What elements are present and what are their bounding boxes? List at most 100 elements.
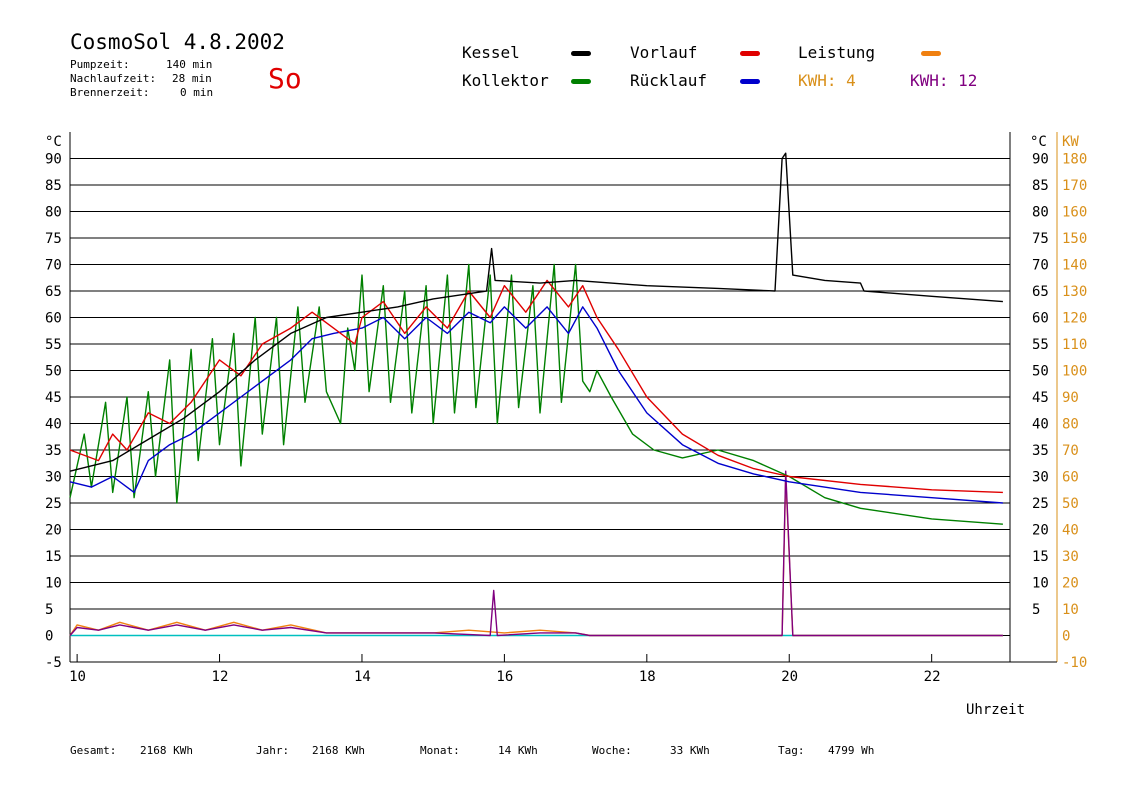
y-tick-left: 25 <box>45 496 62 512</box>
y-tick-right-kw: 170 <box>1062 178 1087 194</box>
y-tick-right-kw: 150 <box>1062 231 1087 247</box>
legend-kollektor-swatch <box>571 79 591 84</box>
y-tick-right-kw: 50 <box>1062 496 1079 512</box>
y-tick-left: 75 <box>45 231 62 247</box>
x-tick-label: 14 <box>354 669 371 685</box>
y-tick-right-kw: 110 <box>1062 337 1087 353</box>
legend-vorlauf-label: Vorlauf <box>630 43 698 62</box>
chart-series <box>69 152 1003 637</box>
y-tick-right-c: 70 <box>1032 258 1049 274</box>
chart-axes <box>69 132 1058 663</box>
y-tick-right-kw: 160 <box>1062 205 1087 221</box>
y-tick-left: 30 <box>45 470 62 486</box>
y-tick-left: 50 <box>45 364 62 380</box>
stat-brennerzeit-value: 0 min <box>180 86 214 99</box>
legend-kessel-swatch <box>571 51 591 56</box>
y-tick-left: 65 <box>45 284 62 300</box>
footer-woche-label: Woche: <box>592 744 632 757</box>
footer-jahr-label: Jahr: <box>256 744 290 757</box>
y-tick-right-kw: -10 <box>1062 655 1087 671</box>
y-tick-left: 45 <box>45 390 62 406</box>
y-tick-right-kw: 30 <box>1062 549 1079 565</box>
series-line-series-5 <box>69 470 1003 637</box>
y-tick-right-kw: 20 <box>1062 576 1079 592</box>
y-tick-right-kw: 0 <box>1062 629 1070 645</box>
y-tick-right-c: 85 <box>1032 178 1049 194</box>
y-tick-right-c: 65 <box>1032 284 1049 300</box>
legend-kwh-orange: KWH: 4 <box>798 71 856 90</box>
y-tick-right-c: 5 <box>1032 602 1040 618</box>
y-tick-left: 35 <box>45 443 62 459</box>
y-tick-right-c: 80 <box>1032 205 1049 221</box>
y-tick-right-kw: 10 <box>1062 602 1079 618</box>
series-line-kessel <box>69 152 1003 472</box>
y-tick-left: 15 <box>45 549 62 565</box>
y-tick-left: 40 <box>45 417 62 433</box>
stat-brennerzeit-label: Brennerzeit: <box>70 86 150 99</box>
y-tick-left: 80 <box>45 205 62 221</box>
y-tick-left: 60 <box>45 311 62 327</box>
y-tick-right-c: 90 <box>1032 152 1049 168</box>
series-line-kollektor <box>69 263 1003 525</box>
y-tick-right-kw: 60 <box>1062 470 1079 486</box>
y-axis-right-unit-c: °C <box>1030 134 1047 150</box>
y-tick-right-c: 45 <box>1032 390 1049 406</box>
y-tick-left: 20 <box>45 523 62 539</box>
y-axis-right-unit-kw: KW <box>1062 134 1079 150</box>
legend-ruecklauf-swatch <box>740 79 760 84</box>
y-tick-right-c: 55 <box>1032 337 1049 353</box>
stat-pumpzeit-label: Pumpzeit: <box>70 58 130 71</box>
y-tick-right-c: 30 <box>1032 470 1049 486</box>
stat-nachlaufzeit-value: 28 min <box>172 72 212 85</box>
footer-tag-value: 4799 Wh <box>828 744 875 757</box>
y-tick-right-c: 25 <box>1032 496 1049 512</box>
legend-leistung-label: Leistung <box>798 43 876 62</box>
x-axis-label: Uhrzeit <box>966 702 1025 718</box>
legend-kollektor-label: Kollektor <box>462 71 549 90</box>
y-axis-left-unit: °C <box>45 134 62 150</box>
y-tick-right-c: 20 <box>1032 523 1049 539</box>
y-tick-right-c: 15 <box>1032 549 1049 565</box>
x-tick-label: 10 <box>69 669 86 685</box>
x-tick-label: 12 <box>212 669 229 685</box>
footer-woche-value: 33 KWh <box>670 744 710 757</box>
series-line-vorlauf <box>69 279 1003 494</box>
y-tick-right-kw: 70 <box>1062 443 1079 459</box>
stat-pumpzeit-value: 140 min <box>166 58 213 71</box>
y-tick-right-kw: 40 <box>1062 523 1079 539</box>
page-title: CosmoSol 4.8.2002 <box>70 30 285 54</box>
y-tick-right-c: 35 <box>1032 443 1049 459</box>
y-tick-left: 70 <box>45 258 62 274</box>
footer-gesamt-label: Gesamt: <box>70 744 117 757</box>
chart-tick-labels: -5 0 5 10 15 20 25 30 35 40 45 50 55 60 65 70 75 80 85 90 5 1… <box>45 152 1087 686</box>
footer-jahr-value: 2168 KWh <box>312 744 365 757</box>
y-tick-left: 85 <box>45 178 62 194</box>
y-tick-right-kw: 130 <box>1062 284 1087 300</box>
y-tick-right-c: 60 <box>1032 311 1049 327</box>
legend-ruecklauf-label: Rücklauf <box>630 71 708 90</box>
weekday-label: So <box>268 62 302 95</box>
footer-gesamt-value: 2168 KWh <box>140 744 193 757</box>
y-tick-left: -5 <box>45 655 62 671</box>
y-tick-left: 5 <box>45 602 53 618</box>
y-tick-right-kw: 90 <box>1062 390 1079 406</box>
y-tick-right-kw: 120 <box>1062 311 1087 327</box>
stat-nachlaufzeit-label: Nachlaufzeit: <box>70 72 157 85</box>
y-tick-left: 90 <box>45 152 62 168</box>
legend-vorlauf-swatch <box>740 51 760 56</box>
x-tick-label: 20 <box>781 669 798 685</box>
legend-kessel-label: Kessel <box>462 43 520 62</box>
y-tick-right-c: 10 <box>1032 576 1049 592</box>
footer-monat-label: Monat: <box>420 744 460 757</box>
y-tick-left: 10 <box>45 576 62 592</box>
x-tick-label: 16 <box>496 669 513 685</box>
legend-kwh-purple: KWH: 12 <box>910 71 978 90</box>
y-tick-right-c: 75 <box>1032 231 1049 247</box>
y-tick-right-kw: 140 <box>1062 258 1087 274</box>
series-line-rücklauf <box>69 306 1003 504</box>
y-tick-right-c: 40 <box>1032 417 1049 433</box>
y-tick-right-c: 50 <box>1032 364 1049 380</box>
y-tick-right-kw: 100 <box>1062 364 1087 380</box>
y-tick-right-kw: 80 <box>1062 417 1079 433</box>
